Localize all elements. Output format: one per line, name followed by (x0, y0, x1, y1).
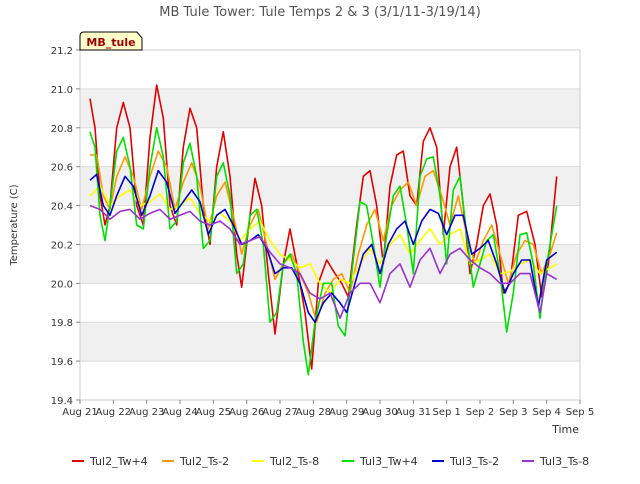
chart-title: MB Tule Tower: Tule Temps 2 & 3 (3/1/11-… (159, 5, 481, 20)
y-tick-label: 20.8 (51, 124, 73, 135)
legend: Tul2_Tw+4 Tul2_Ts-2 Tul2_Ts-8 Tul3_Tw+4 Tul3… (72, 455, 589, 468)
x-tick-label: Sep 4 (532, 407, 560, 418)
x-axis-label: Time (551, 423, 579, 436)
series-line (89, 169, 558, 323)
y-tick-label: 20.0 (51, 279, 73, 290)
y-axis-label: Temperature (C) (9, 184, 20, 266)
background-band (80, 322, 580, 362)
y-tick-label: 21.0 (51, 85, 73, 96)
background-band (80, 166, 580, 206)
x-tick-label: Sep 3 (499, 407, 527, 418)
x-tick-label: Aug 24 (162, 407, 197, 418)
plot-area-frame (79, 49, 581, 401)
x-tick-label: Aug 25 (196, 407, 231, 418)
x-tick-label: Sep 1 (432, 407, 460, 418)
x-tick-label: Aug 22 (96, 407, 131, 418)
x-tick-label: Sep 2 (466, 407, 494, 418)
x-tick-label: Aug 27 (262, 407, 297, 418)
y-axis-ticks: 19.4 19.6 19.8 20.0 20.2 20.4 20.6 20.8 21.0 21.2 (51, 46, 80, 407)
x-tick-label: Aug 29 (329, 407, 364, 418)
y-tick-label: 21.2 (51, 46, 73, 57)
legend-label: Tul3_Ts-2 (449, 455, 499, 468)
x-tick-label: Aug 28 (296, 407, 331, 418)
x-tick-label: Aug 23 (129, 407, 164, 418)
legend-label: Tul2_Ts-8 (269, 455, 319, 468)
series-line (89, 204, 558, 320)
legend-label: Tul3_Ts-8 (539, 455, 589, 468)
x-tick-label: Aug 21 (62, 407, 97, 418)
y-tick-label: 19.8 (51, 318, 73, 329)
x-tick-label: Aug 30 (362, 407, 397, 418)
series-lines (89, 84, 558, 376)
background-band (80, 283, 580, 323)
legend-label: Tul2_Ts-2 (179, 455, 229, 468)
y-tick-label: 19.4 (51, 396, 73, 407)
y-tick-label: 20.2 (51, 240, 73, 251)
site-badge: MB_tule (79, 31, 143, 51)
y-tick-label: 19.6 (51, 357, 73, 368)
site-badge-box (79, 31, 143, 51)
background-band (80, 361, 580, 400)
y-tick-label: 20.6 (51, 163, 73, 174)
x-tick-label: Aug 26 (229, 407, 264, 418)
background-band (80, 50, 580, 89)
x-tick-label: Aug 31 (396, 407, 431, 418)
legend-label: Tul2_Tw+4 (89, 455, 148, 468)
legend-label: Tul3_Tw+4 (359, 455, 418, 468)
y-tick-label: 20.4 (51, 202, 73, 213)
site-badge-label: MB_tule (86, 36, 135, 49)
x-tick-label: Sep 5 (566, 407, 594, 418)
